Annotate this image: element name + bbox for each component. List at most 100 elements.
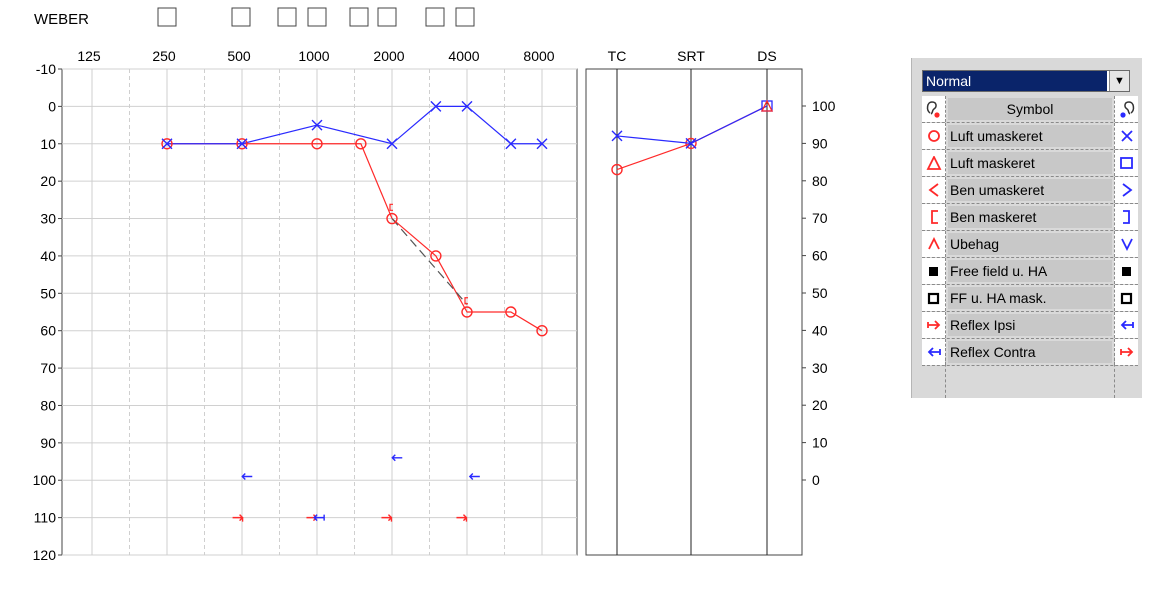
data-point [311,138,323,150]
weber-checkbox[interactable] [307,7,327,27]
hollow-square-black-icon [922,285,946,311]
y-tick-label: 110 [34,510,57,526]
legend-label-text: Ben maskeret [950,209,1037,225]
reflex-arrow [232,514,244,522]
legend-row-label: Ubehag [948,233,1112,255]
y-tick-label: 80 [40,397,56,413]
speech-frame [585,68,803,556]
x-tick-label: 250 [152,48,176,64]
legend-row[interactable]: Ben maskeret [922,204,1138,231]
x-tick-label: 8000 [523,48,554,64]
legend-label-text: Reflex Contra [950,344,1036,360]
data-point [430,250,442,262]
arrow-left-blue-icon [1114,312,1138,338]
data-point [611,130,623,142]
data-point [611,163,623,176]
y-tick-label: 20 [812,397,828,413]
weber-label: WEBER [34,11,89,28]
y-tick-label: 10 [40,136,56,152]
mode-dropdown-value: Normal [923,71,1107,91]
reflex-arrow [381,514,393,522]
series-line [391,218,468,305]
legend-row[interactable]: Free field u. HA [922,258,1138,285]
audiogram-chart: -10 0 10 20 30 40 50 60 70 80 90 100 110 120 125 250 500… [33,48,578,563]
y-tick-label: 100 [812,98,836,114]
y-tick-label: 0 [48,98,56,114]
bracket-left-red-icon [922,204,946,230]
data-point [536,324,548,337]
weber-checkbox[interactable] [277,7,297,27]
triangle-red-icon [922,150,946,176]
symbol-header: Symbol [948,98,1112,120]
hollow-square-black-icon [1114,285,1138,311]
weber-checkbox[interactable] [425,7,445,27]
square-blue-icon [1114,150,1138,176]
filled-square-black-icon [922,258,946,284]
gt-blue-icon [1114,177,1138,203]
y-tick-label: 100 [33,472,57,488]
legend-row[interactable]: Reflex Contra [922,339,1138,366]
weber-checkboxes[interactable] [157,7,475,27]
legend-row-label: Reflex Contra [948,341,1112,363]
lt-red-icon [922,177,946,203]
y-tick-label: 70 [40,360,56,376]
data-point [386,138,398,150]
weber-checkbox[interactable] [349,7,369,27]
y-tick-label: 60 [40,323,56,339]
data-point [386,212,398,225]
x-tick-label: TC [608,48,627,64]
y-tick-label: 120 [33,547,57,563]
bracket-right-blue-icon [1114,204,1138,230]
weber-checkbox[interactable] [231,7,251,27]
data-point [536,138,548,150]
caret-up-red-icon [922,231,946,257]
mode-dropdown[interactable]: Normal ▼ [922,70,1130,92]
x-blue-icon [1114,123,1138,149]
y-tick-label: 50 [812,285,828,301]
y-tick-label: 70 [812,210,828,226]
reflex-arrow [456,514,468,522]
legend-row[interactable]: Luft umaskeret [922,123,1138,150]
legend-row[interactable]: FF u. HA mask. [922,285,1138,312]
data-point [355,138,367,150]
legend-row[interactable]: Reflex Ipsi [922,312,1138,339]
x-tick-label: 500 [227,48,251,64]
legend-row-label: Ben umaskeret [948,179,1112,201]
data-point [461,100,473,112]
ds-point [760,99,774,112]
legend-row[interactable]: Ben umaskeret [922,177,1138,204]
x-tick-label: 4000 [448,48,479,64]
y-tick-label: 30 [812,360,828,376]
data-point [311,119,323,131]
y-tick-label: 60 [812,248,828,264]
data-point [430,100,442,112]
series-line [167,105,542,145]
legend-label-text: Free field u. HA [950,263,1048,279]
x-tick-label: 125 [77,48,101,64]
weber-checkbox[interactable] [157,7,177,27]
reflex-arrow [313,514,325,522]
weber-checkbox[interactable] [377,7,397,27]
legend-row-label: Free field u. HA [948,260,1112,282]
weber-checkbox[interactable] [455,7,475,27]
y-tick-label: 80 [812,173,828,189]
legend-label-text: Reflex Ipsi [950,317,1016,333]
legend-label-text: Ubehag [950,236,1000,252]
legend-row[interactable]: Ubehag [922,231,1138,258]
x-tick-label: SRT [677,48,705,64]
legend-row-label: Luft maskeret [948,152,1112,174]
caret-down-blue-icon [1114,231,1138,257]
x-tick-label: 1000 [298,48,329,64]
chevron-down-icon[interactable]: ▼ [1109,71,1129,91]
legend-filler [922,348,946,398]
symbol-table-header: Symbol [922,96,1138,123]
legend-row-label: FF u. HA mask. [948,287,1112,309]
legend-row[interactable]: Luft maskeret [922,150,1138,177]
data-point [505,306,517,318]
legend-row-label: Luft umaskeret [948,125,1112,147]
data-point [505,138,517,150]
bracket-mark [389,203,393,211]
data-point [461,306,473,318]
y-tick-label: 90 [812,135,828,151]
y-tick-label: 50 [40,285,56,301]
